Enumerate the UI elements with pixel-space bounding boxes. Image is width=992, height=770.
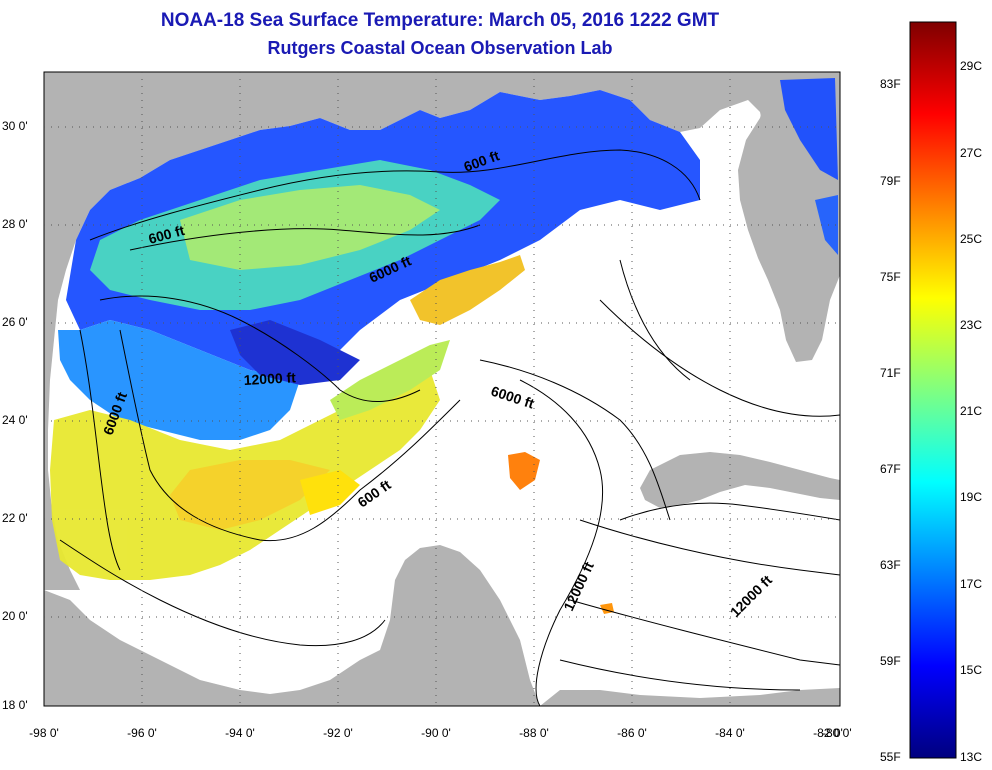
y-tick-label: 20 0' [2, 609, 28, 623]
map-title: NOAA-18 Sea Surface Temperature: March 0… [160, 10, 720, 31]
land-cuba [640, 452, 840, 508]
colorbar-c-label: 15C [960, 663, 983, 677]
colorbar-c-label: 29C [960, 59, 983, 73]
land-us-coast [44, 72, 840, 590]
y-tick-label: 22 0' [2, 511, 28, 525]
x-tick-label: -86 0' [617, 726, 647, 740]
x-tick-label: -90 0' [421, 726, 451, 740]
colorbar-f-label: 75F [880, 270, 901, 284]
contour-label-12000-w: 12000 ft [243, 369, 296, 388]
colorbar-c-label: 13C [960, 750, 983, 764]
colorbar-c-label: 25C [960, 232, 983, 246]
grid-lines [44, 72, 840, 706]
colorbar-f-label: 55F [880, 750, 901, 764]
map-area [44, 72, 840, 706]
map-subtitle: Rutgers Coastal Ocean Observation Lab [267, 38, 613, 58]
bathymetry-contours [59, 149, 840, 706]
y-tick-label: 18 0' [2, 698, 28, 712]
y-tick-label: 28 0' [2, 217, 28, 231]
colorbar-c-label: 27C [960, 146, 983, 160]
map-frame [43, 71, 841, 707]
colorbar-c-label: 19C [960, 490, 983, 504]
colorbar-f-label: 71F [880, 366, 901, 380]
x-tick-label: -82 0' [813, 726, 843, 740]
y-tick-label: 24 0' [2, 413, 28, 427]
x-tick-label: -94 0' [225, 726, 255, 740]
x-tick-label: -98 0' [29, 726, 59, 740]
y-tick-label: 26 0' [2, 315, 28, 329]
x-tick-label: -96 0' [127, 726, 157, 740]
colorbar-f-label: 63F [880, 558, 901, 572]
colorbar-c-label: 17C [960, 577, 983, 591]
colorbar-c-label: 23C [960, 318, 983, 332]
colorbar-f-label: 59F [880, 654, 901, 668]
x-tick-label: -92 0' [323, 726, 353, 740]
colorbar-c-label: 21C [960, 404, 983, 418]
colorbar-f-label: 83F [880, 77, 901, 91]
colorbar [909, 21, 957, 759]
colorbar-f-label: 67F [880, 462, 901, 476]
y-tick-label: 30 0' [2, 119, 28, 133]
x-tick-label: -88 0' [519, 726, 549, 740]
x-tick-label-last: -80 0' [822, 726, 852, 740]
colorbar-f-label: 79F [880, 174, 901, 188]
sst-field [50, 78, 838, 614]
x-tick-label: -84 0' [715, 726, 745, 740]
land-central-america [540, 688, 840, 706]
land-mexico [44, 545, 540, 706]
